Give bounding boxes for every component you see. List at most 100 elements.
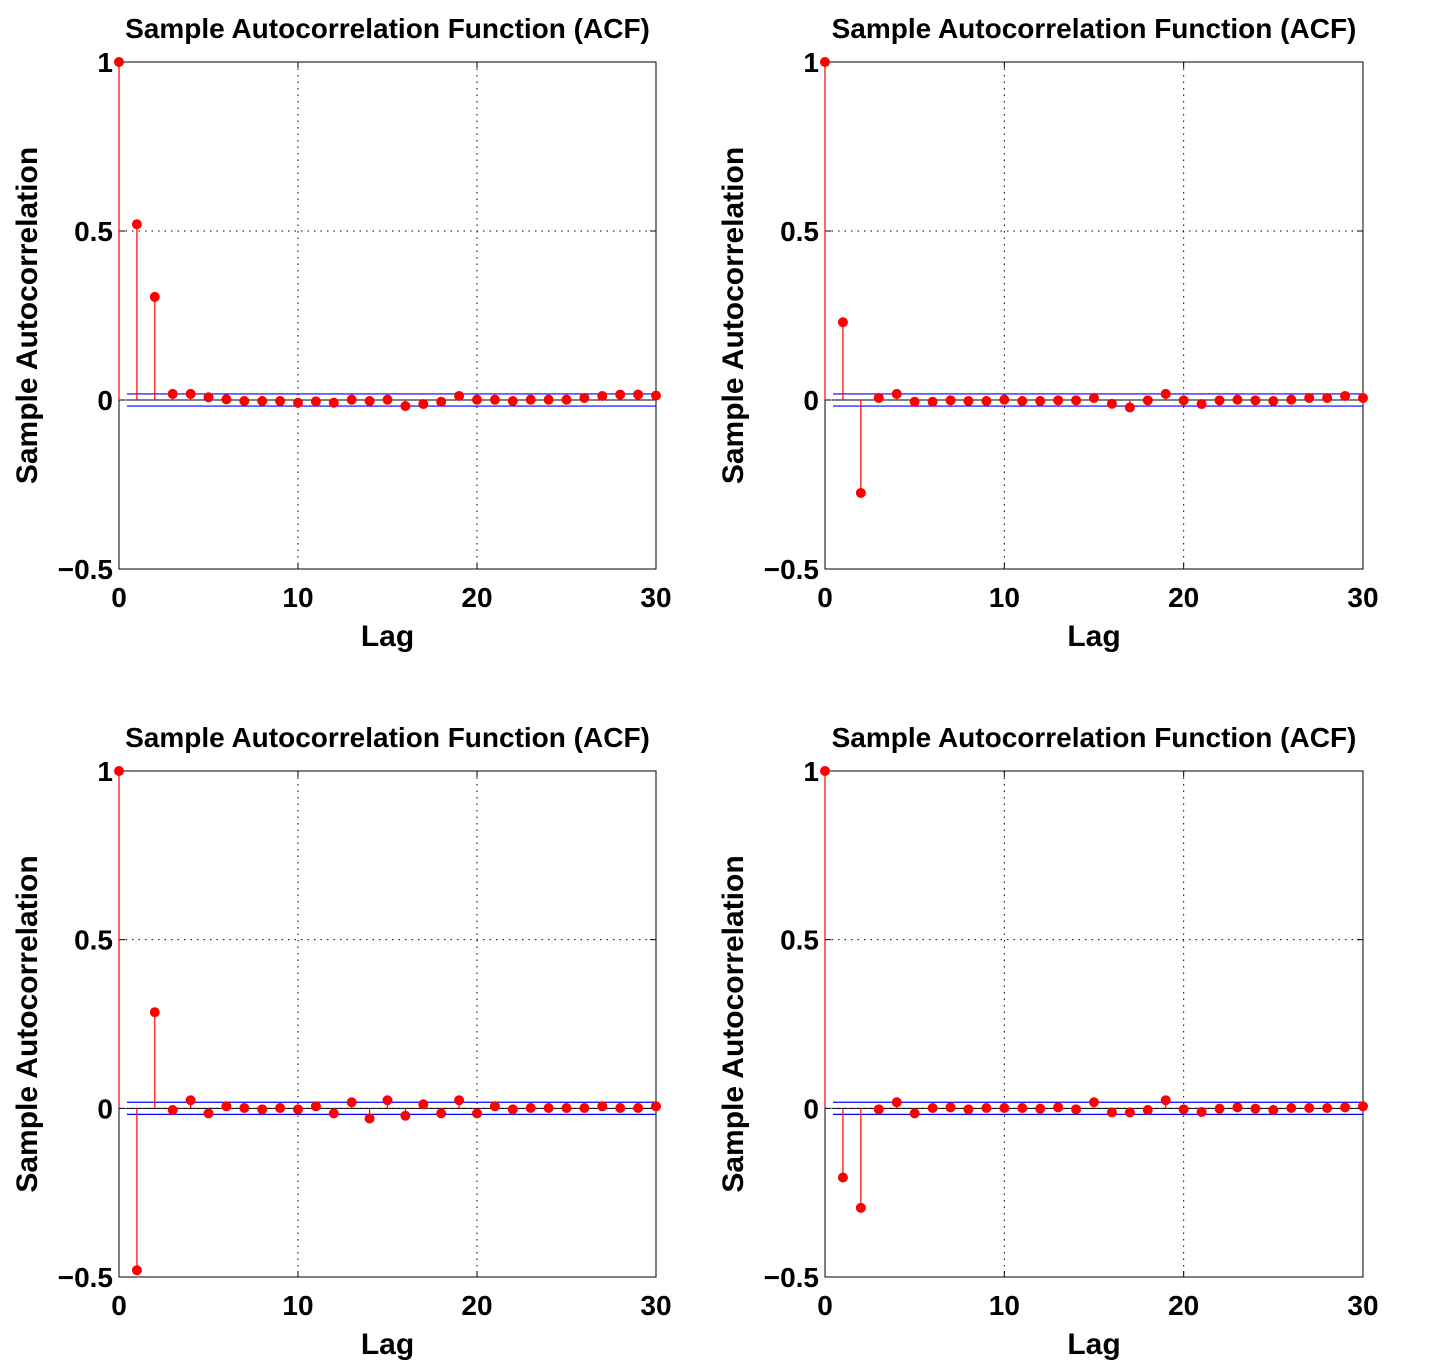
y-axis-label: Sample Autocorrelation: [717, 147, 750, 484]
x-tick-label: 30: [1347, 582, 1378, 613]
x-tick-label: 10: [282, 1290, 313, 1321]
acf-marker: [597, 1101, 608, 1112]
acf-marker: [891, 388, 902, 399]
acf-marker: [507, 396, 518, 407]
y-tick-label: 0: [97, 385, 113, 416]
acf-marker: [400, 401, 411, 412]
acf-marker: [543, 1102, 554, 1113]
acf-marker: [418, 1099, 429, 1110]
acf-marker: [615, 1102, 626, 1113]
acf-marker: [1268, 1105, 1279, 1116]
y-tick-label: 0: [803, 385, 819, 416]
acf-marker: [1106, 398, 1117, 409]
acf-marker: [891, 1097, 902, 1108]
acf-marker: [328, 1108, 339, 1119]
acf-marker: [873, 1104, 884, 1115]
x-axis-label: Lag: [361, 1328, 414, 1361]
acf-marker: [1124, 402, 1135, 413]
y-tick-label: −0.5: [58, 554, 113, 585]
axes-box: [118, 770, 657, 1278]
y-tick-label: 0.5: [780, 925, 819, 956]
y-axis-label: Sample Autocorrelation: [11, 855, 44, 1192]
y-tick-label: −0.5: [764, 1262, 819, 1293]
acf-marker: [651, 390, 661, 401]
acf-marker: [963, 1104, 974, 1115]
y-tick-label: 1: [97, 756, 113, 787]
acf-marker: [1232, 1102, 1243, 1113]
y-tick-label: −0.5: [58, 1262, 113, 1293]
acf-marker: [633, 389, 644, 400]
acf-marker: [1286, 394, 1297, 405]
x-tick-label: 30: [640, 582, 671, 613]
acf-marker: [275, 396, 286, 407]
acf-marker: [1232, 394, 1243, 405]
acf-marker: [114, 57, 124, 67]
y-tick-label: 0.5: [74, 216, 113, 247]
acf-marker: [346, 394, 357, 405]
acf-marker: [1304, 392, 1315, 403]
acf-marker: [1304, 1102, 1315, 1113]
acf-marker: [1196, 1107, 1207, 1118]
acf-marker: [999, 394, 1010, 405]
acf-marker: [855, 1202, 866, 1213]
acf-marker: [1268, 396, 1279, 407]
acf-marker: [221, 1101, 232, 1112]
acf-marker: [167, 1105, 178, 1116]
acf-marker: [364, 396, 375, 407]
acf-marker: [561, 1102, 572, 1113]
chart-title: Sample Autocorrelation Function (ACF): [832, 722, 1357, 753]
acf-marker: [436, 396, 447, 407]
acf-marker: [472, 1108, 482, 1119]
axes-box: [824, 770, 1364, 1278]
acf-marker: [927, 1102, 938, 1113]
acf-marker: [525, 394, 536, 405]
acf-marker: [1106, 1107, 1117, 1118]
acf-marker: [820, 766, 830, 776]
y-axis-label: Sample Autocorrelation: [717, 855, 750, 1192]
acf-marker: [131, 1265, 142, 1276]
acf-marker: [1017, 396, 1028, 407]
acf-marker: [167, 388, 178, 399]
acf-marker: [981, 396, 992, 407]
acf-marker: [1322, 392, 1333, 403]
acf-marker: [1358, 1101, 1368, 1112]
acf-marker: [909, 1108, 920, 1119]
acf-marker: [1035, 1103, 1046, 1114]
acf-marker: [221, 394, 232, 405]
acf-marker: [257, 1104, 268, 1115]
acf-marker: [579, 1102, 590, 1113]
acf-marker: [981, 1102, 992, 1113]
acf-marker: [489, 1101, 500, 1112]
y-tick-label: 1: [97, 47, 113, 78]
acf-marker: [945, 395, 956, 406]
x-tick-label: 0: [111, 582, 127, 613]
acf-marker: [1124, 1107, 1135, 1118]
acf-marker: [489, 394, 500, 405]
x-tick-label: 10: [989, 1290, 1020, 1321]
acf-marker: [873, 392, 884, 403]
acf-marker: [820, 57, 830, 67]
acf-marker: [1089, 392, 1099, 403]
x-tick-label: 0: [111, 1290, 127, 1321]
acf-marker: [909, 396, 920, 407]
acf-marker: [364, 1113, 375, 1124]
acf-marker: [149, 1007, 160, 1018]
acf-marker: [525, 1102, 536, 1113]
x-tick-label: 20: [461, 1290, 492, 1321]
acf-marker: [1053, 395, 1064, 406]
y-axis-label: Sample Autocorrelation: [11, 147, 44, 484]
acf-marker: [651, 1101, 661, 1112]
acf-marker: [1286, 1102, 1297, 1113]
acf-marker: [114, 766, 124, 776]
acf-marker: [239, 1102, 250, 1113]
acf-marker: [1250, 395, 1261, 406]
x-tick-label: 30: [1347, 1290, 1378, 1321]
x-tick-label: 30: [640, 1290, 671, 1321]
acf-marker: [293, 397, 303, 408]
y-tick-label: −0.5: [764, 554, 819, 585]
acf-marker: [1322, 1102, 1333, 1113]
acf-marker: [1160, 388, 1171, 399]
acf-marker: [1214, 395, 1225, 406]
